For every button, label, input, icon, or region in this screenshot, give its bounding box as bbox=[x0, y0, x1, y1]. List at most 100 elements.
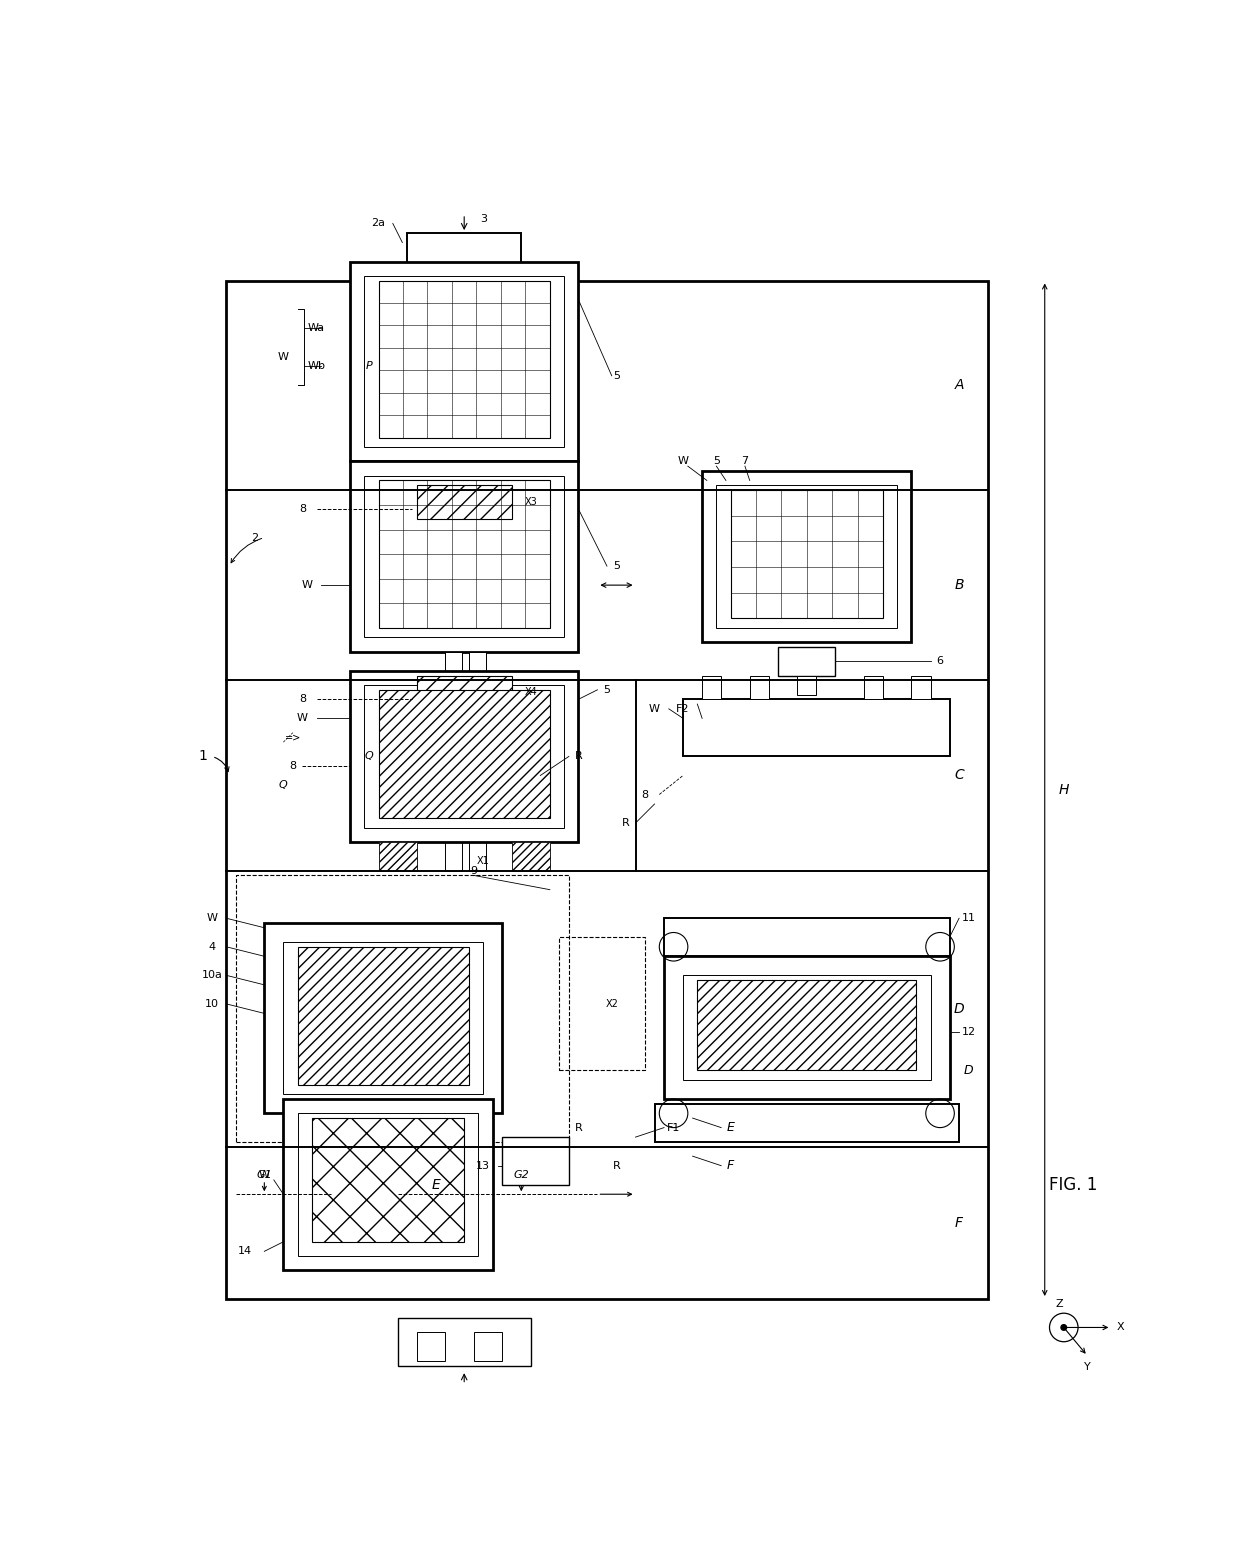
Text: F2: F2 bbox=[676, 705, 689, 714]
Bar bbox=[298, 1114, 479, 1256]
Bar bbox=[378, 480, 549, 627]
Bar bbox=[407, 233, 521, 281]
Text: E: E bbox=[432, 1177, 440, 1191]
Text: X1: X1 bbox=[477, 856, 490, 867]
Text: Q: Q bbox=[365, 751, 373, 762]
Bar bbox=[730, 490, 883, 618]
Text: W: W bbox=[677, 456, 688, 467]
Bar bbox=[779, 647, 836, 675]
Text: R: R bbox=[574, 751, 583, 762]
Bar bbox=[702, 675, 722, 700]
Text: 5: 5 bbox=[613, 561, 620, 572]
Text: R: R bbox=[574, 1123, 583, 1132]
Text: H: H bbox=[1059, 783, 1069, 797]
Text: 5: 5 bbox=[604, 684, 610, 695]
Text: 13: 13 bbox=[476, 1160, 490, 1171]
Text: 8: 8 bbox=[289, 762, 296, 771]
Bar bbox=[298, 947, 469, 1085]
Bar bbox=[378, 842, 417, 871]
Text: =>: => bbox=[285, 732, 301, 743]
Bar bbox=[350, 261, 578, 462]
Text: 8: 8 bbox=[299, 694, 306, 705]
Text: G1: G1 bbox=[257, 1170, 273, 1180]
Bar bbox=[365, 684, 564, 828]
Bar bbox=[512, 842, 549, 871]
Bar bbox=[445, 462, 463, 490]
Text: X: X bbox=[1117, 1323, 1125, 1332]
Text: R: R bbox=[613, 1160, 620, 1171]
Bar bbox=[479, 281, 497, 295]
Text: C: C bbox=[955, 768, 963, 782]
Bar bbox=[702, 471, 911, 643]
Text: F1: F1 bbox=[667, 1123, 681, 1132]
Bar bbox=[430, 281, 450, 295]
Text: W: W bbox=[649, 705, 660, 714]
Text: 10: 10 bbox=[205, 1000, 219, 1009]
Bar bbox=[683, 700, 950, 757]
Bar bbox=[284, 1098, 492, 1270]
Bar bbox=[365, 277, 564, 447]
Text: G2: G2 bbox=[513, 1170, 529, 1180]
Text: R: R bbox=[622, 817, 630, 828]
Bar bbox=[797, 675, 816, 695]
Bar bbox=[559, 938, 645, 1071]
Text: 5: 5 bbox=[613, 371, 620, 380]
Bar bbox=[264, 922, 502, 1114]
Bar bbox=[365, 476, 564, 638]
Text: W: W bbox=[259, 1170, 270, 1180]
Text: 8: 8 bbox=[299, 504, 306, 514]
Bar bbox=[697, 980, 916, 1071]
Bar bbox=[412, 480, 546, 524]
Bar bbox=[512, 842, 549, 871]
Text: W: W bbox=[278, 352, 289, 362]
Bar bbox=[284, 942, 484, 1094]
Text: Y: Y bbox=[1084, 1363, 1091, 1372]
Bar bbox=[445, 490, 463, 871]
Bar bbox=[683, 975, 930, 1080]
Bar bbox=[398, 1318, 531, 1366]
Bar bbox=[445, 652, 463, 680]
Text: 2: 2 bbox=[252, 533, 258, 542]
Text: A: A bbox=[955, 379, 963, 392]
Text: X2: X2 bbox=[605, 1000, 619, 1009]
Text: E: E bbox=[727, 1122, 734, 1134]
Bar bbox=[474, 1332, 502, 1361]
Text: 12: 12 bbox=[961, 1027, 976, 1037]
Text: FIG. 1: FIG. 1 bbox=[1049, 1176, 1097, 1194]
Text: 11: 11 bbox=[961, 913, 976, 924]
Text: W: W bbox=[301, 579, 312, 590]
Bar bbox=[469, 652, 486, 680]
Text: D: D bbox=[963, 1065, 973, 1077]
Text: 8: 8 bbox=[641, 789, 649, 799]
Text: Q: Q bbox=[279, 780, 288, 789]
Bar bbox=[665, 956, 950, 1098]
Text: 10a: 10a bbox=[202, 970, 222, 981]
Text: 9: 9 bbox=[470, 865, 477, 876]
Bar bbox=[378, 689, 549, 819]
Bar bbox=[417, 485, 512, 519]
Bar bbox=[864, 675, 883, 700]
Text: X3: X3 bbox=[525, 497, 537, 507]
Text: 3: 3 bbox=[480, 213, 487, 224]
Bar bbox=[417, 675, 512, 709]
Circle shape bbox=[1061, 1324, 1066, 1330]
Text: F: F bbox=[955, 1216, 963, 1230]
Bar bbox=[378, 842, 417, 871]
Bar bbox=[502, 1137, 569, 1185]
Text: 14: 14 bbox=[238, 1247, 253, 1256]
Text: B: B bbox=[955, 578, 963, 592]
Text: Wb: Wb bbox=[308, 362, 326, 371]
Bar bbox=[350, 671, 578, 842]
Bar bbox=[750, 675, 769, 700]
Text: 2a: 2a bbox=[372, 218, 386, 229]
Text: D: D bbox=[954, 1001, 965, 1015]
Text: X4: X4 bbox=[525, 688, 537, 697]
Text: 1: 1 bbox=[198, 749, 207, 763]
Text: F: F bbox=[727, 1159, 734, 1173]
Text: W: W bbox=[296, 714, 308, 723]
Bar bbox=[665, 918, 950, 956]
Text: 7: 7 bbox=[742, 456, 749, 467]
Bar bbox=[312, 1119, 464, 1242]
Bar bbox=[469, 462, 486, 490]
Text: 4: 4 bbox=[208, 942, 216, 952]
